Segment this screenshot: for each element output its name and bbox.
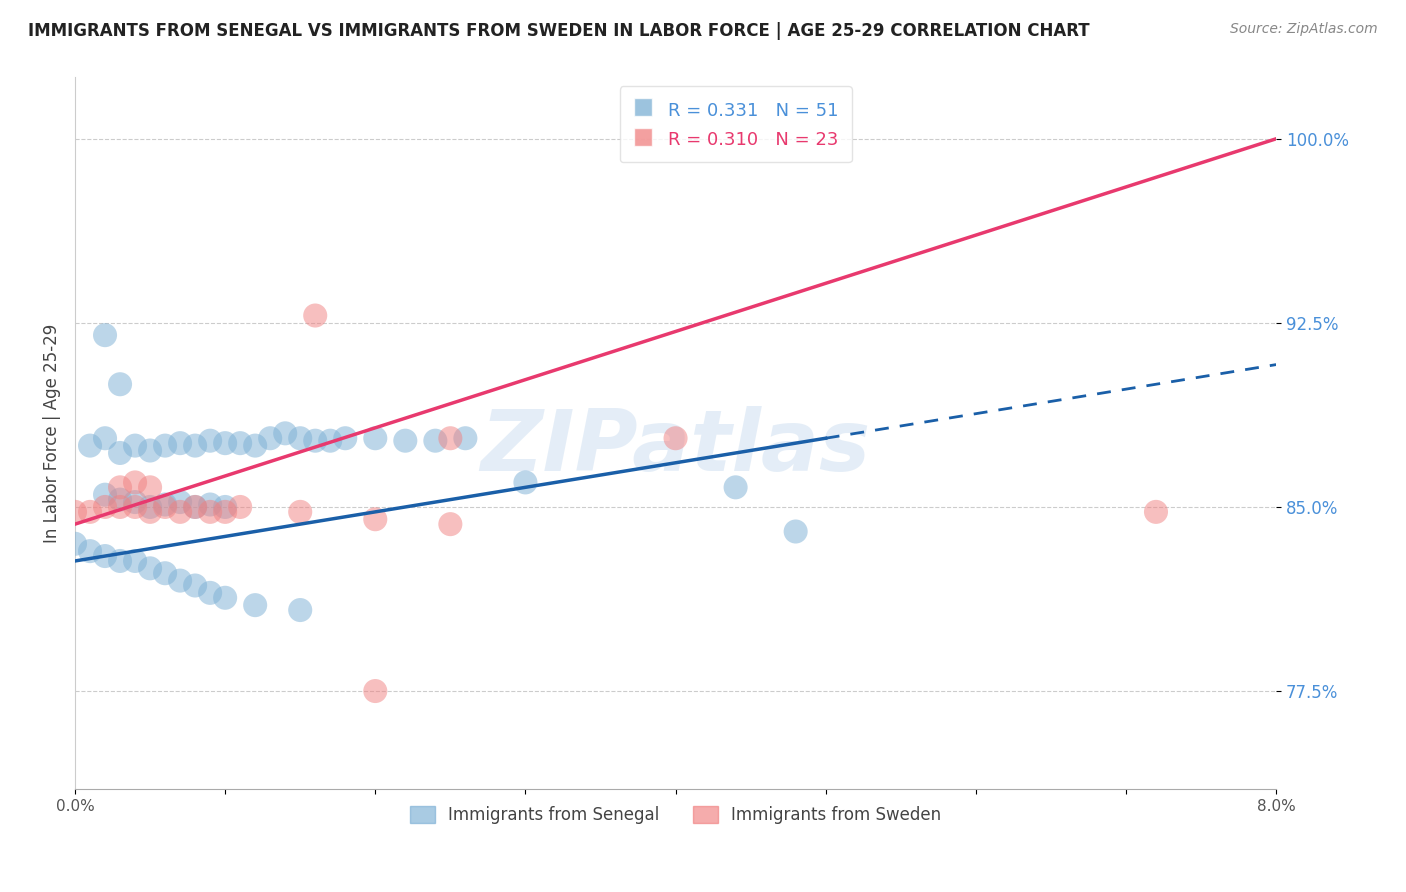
Point [394,434,416,448]
Point [79,544,101,558]
Point [229,500,252,514]
Point [198,434,221,448]
Point [515,475,537,490]
Y-axis label: In Labor Force | Age 25-29: In Labor Force | Age 25-29 [44,324,60,543]
Point [153,498,176,512]
Point [79,505,101,519]
Point [108,446,131,460]
Point [243,598,266,612]
Point [425,434,447,448]
Text: ZIPatlas: ZIPatlas [481,406,870,489]
Point [124,439,146,453]
Point [364,512,387,526]
Point [124,554,146,568]
Point [439,431,461,445]
Point [169,574,191,588]
Point [290,505,312,519]
Point [243,439,266,453]
Point [139,443,162,458]
Point [184,578,207,592]
Point [139,561,162,575]
Point [169,436,191,450]
Point [454,431,477,445]
Point [108,480,131,494]
Point [214,500,236,514]
Text: Source: ZipAtlas.com: Source: ZipAtlas.com [1230,22,1378,37]
Point [124,475,146,490]
Point [198,505,221,519]
Point [79,439,101,453]
Point [139,480,162,494]
Point [124,500,146,514]
Point [108,492,131,507]
Point [63,505,86,519]
Point [290,603,312,617]
Point [1144,505,1167,519]
Point [214,436,236,450]
Point [184,500,207,514]
Point [439,517,461,532]
Point [229,436,252,450]
Point [139,500,162,514]
Point [153,566,176,581]
Point [108,377,131,392]
Point [364,684,387,698]
Point [124,495,146,509]
Point [290,431,312,445]
Point [304,309,326,323]
Point [139,505,162,519]
Point [198,586,221,600]
Point [785,524,807,539]
Point [153,500,176,514]
Point [63,537,86,551]
Point [664,431,686,445]
Point [184,500,207,514]
Point [108,500,131,514]
Point [274,426,297,441]
Point [319,434,342,448]
Point [94,431,117,445]
Point [108,554,131,568]
Point [153,439,176,453]
Point [94,488,117,502]
Point [94,549,117,563]
Point [259,431,281,445]
Point [335,431,357,445]
Point [724,480,747,494]
Point [214,591,236,605]
Text: IMMIGRANTS FROM SENEGAL VS IMMIGRANTS FROM SWEDEN IN LABOR FORCE | AGE 25-29 COR: IMMIGRANTS FROM SENEGAL VS IMMIGRANTS FR… [28,22,1090,40]
Point [94,328,117,343]
Point [169,505,191,519]
Point [169,495,191,509]
Point [198,498,221,512]
Point [94,500,117,514]
Legend: Immigrants from Senegal, Immigrants from Sweden: Immigrants from Senegal, Immigrants from… [399,796,952,834]
Point [214,505,236,519]
Point [304,434,326,448]
Point [184,439,207,453]
Point [364,431,387,445]
